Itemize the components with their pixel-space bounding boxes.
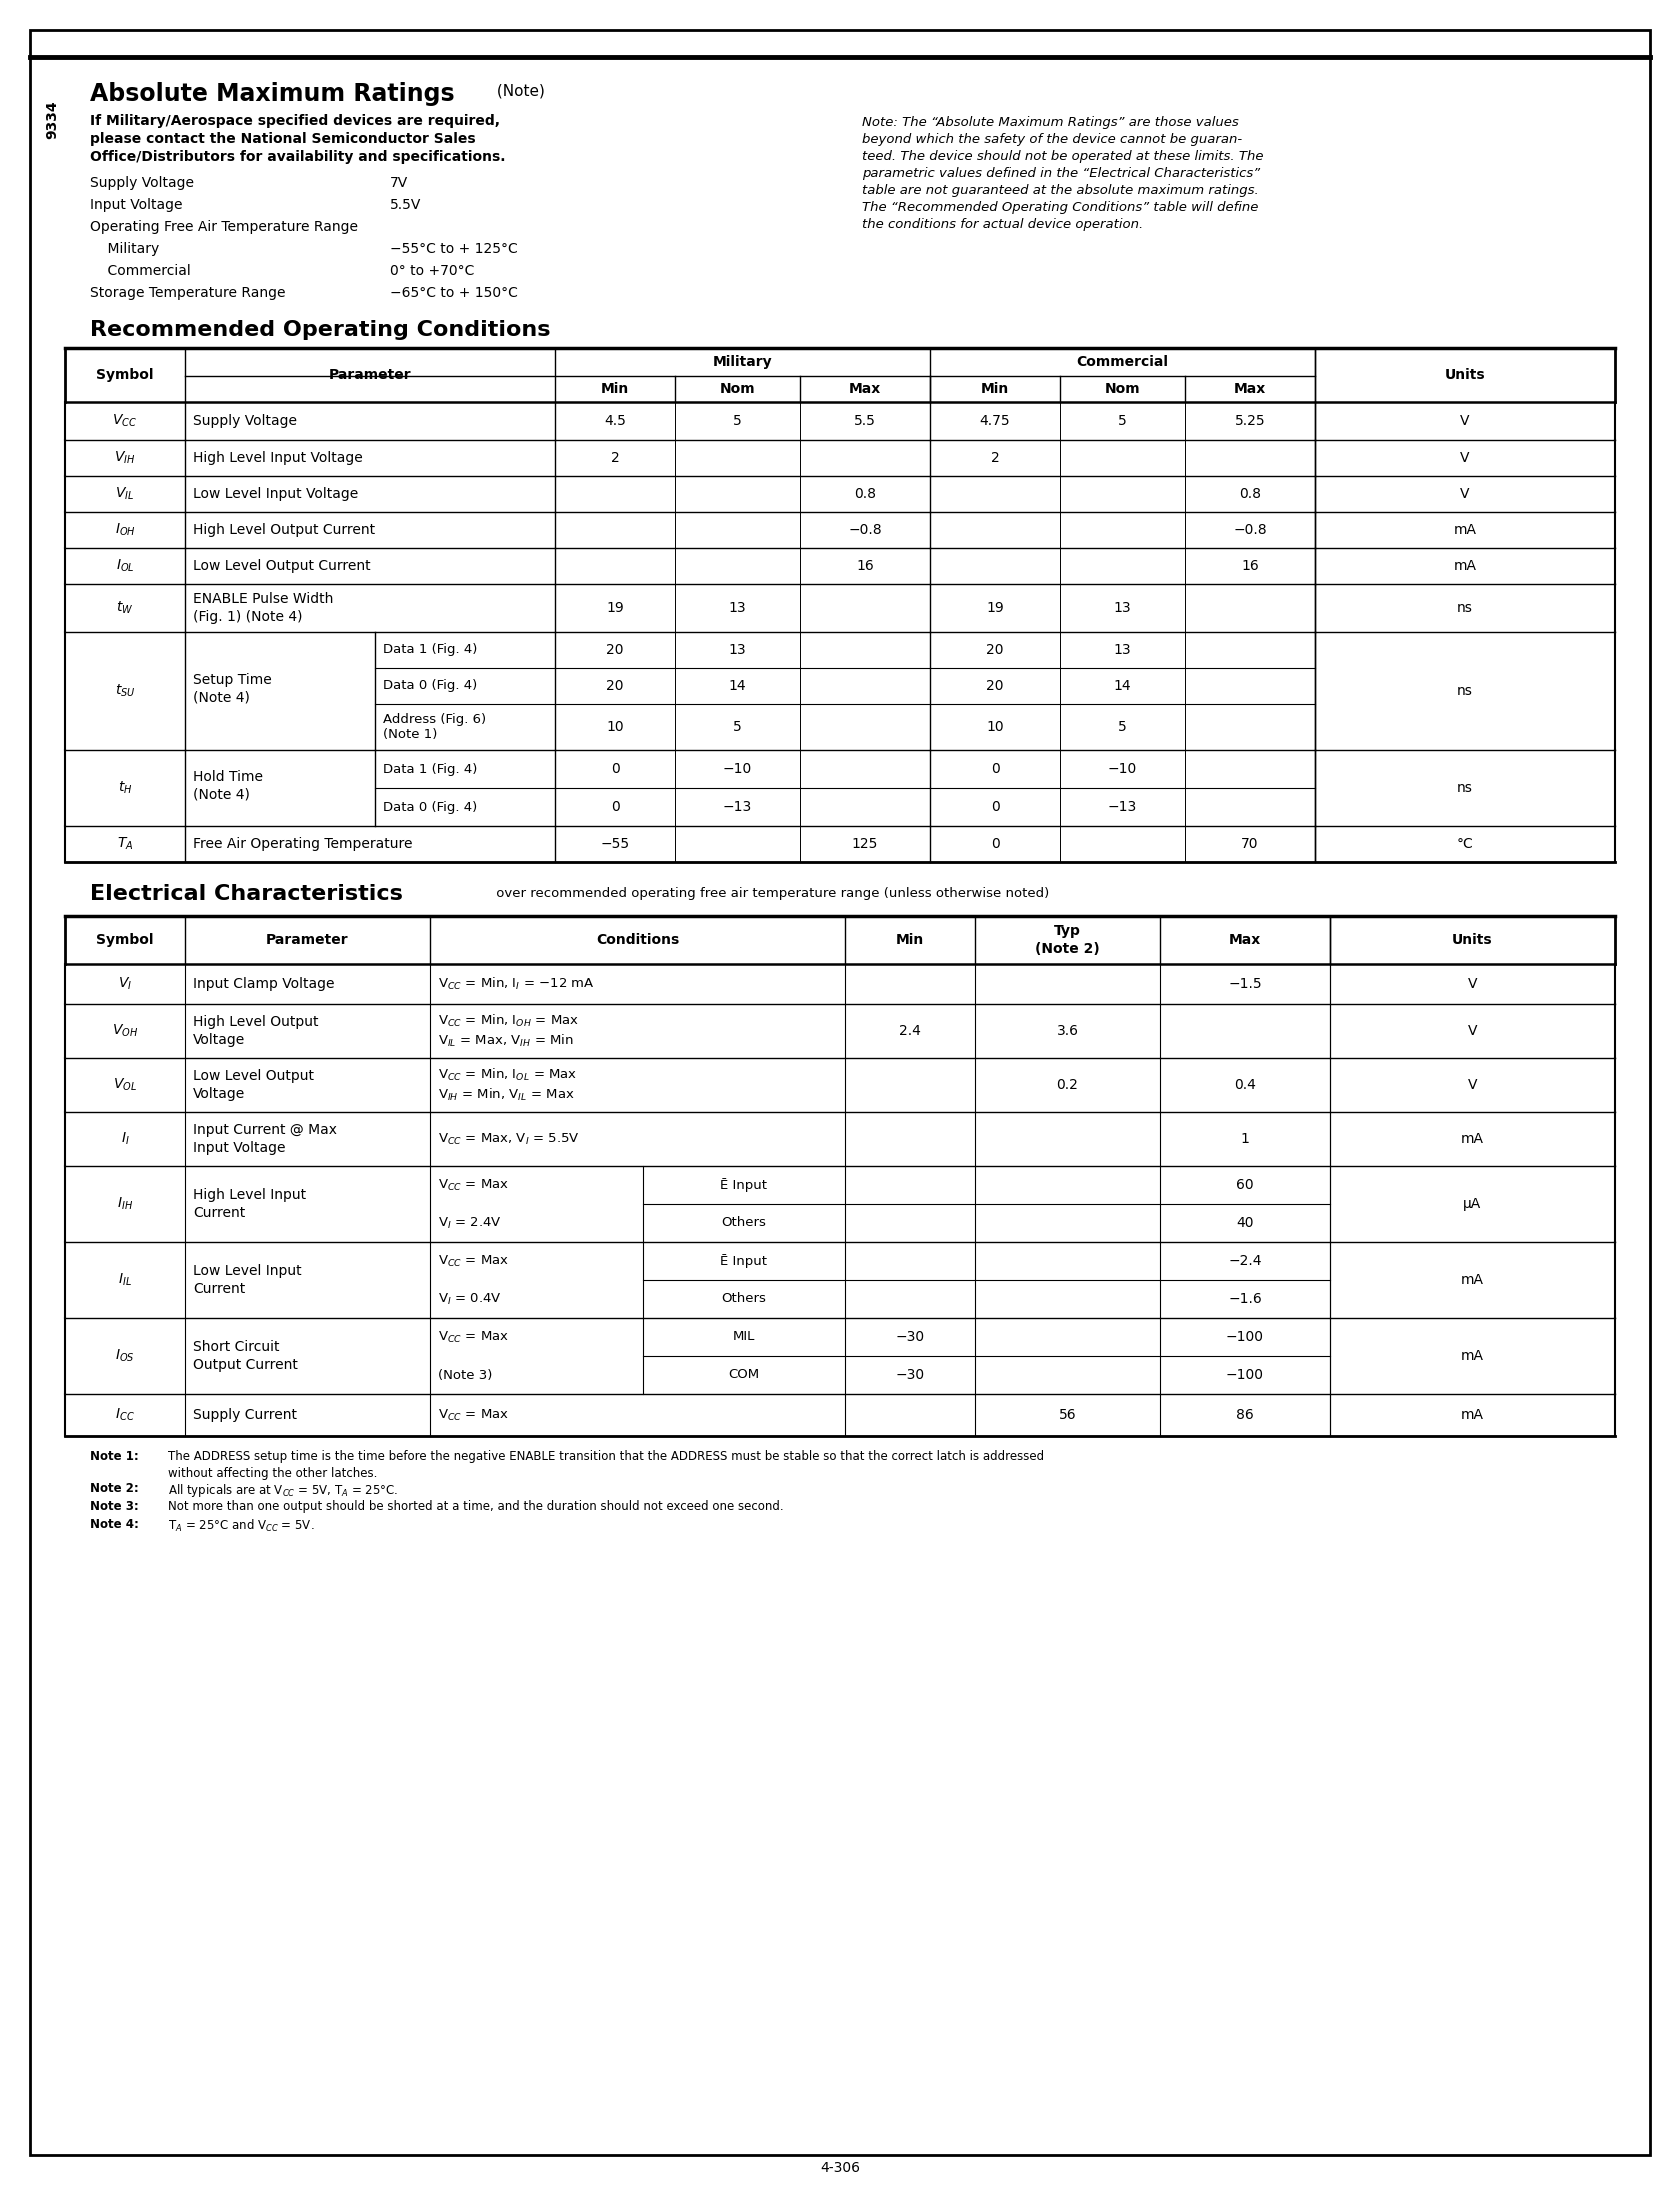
Text: ns: ns (1457, 684, 1473, 697)
Text: Note 4:: Note 4: (91, 1518, 139, 1531)
Text: 5: 5 (732, 719, 743, 735)
Text: V$_{CC}$ = Max: V$_{CC}$ = Max (438, 1408, 509, 1423)
Text: −2.4: −2.4 (1228, 1254, 1262, 1267)
Text: 13: 13 (1114, 642, 1131, 658)
Text: 2: 2 (610, 451, 620, 464)
Text: 7V: 7V (390, 176, 408, 189)
Text: I$_{IL}$: I$_{IL}$ (118, 1272, 133, 1289)
Text: Others: Others (722, 1217, 766, 1230)
Text: Setup Time
(Note 4): Setup Time (Note 4) (193, 673, 272, 704)
Text: 19: 19 (986, 601, 1005, 616)
Text: 5: 5 (732, 414, 743, 429)
Text: V: V (1460, 486, 1470, 502)
Text: 4.5: 4.5 (605, 414, 627, 429)
Text: The ADDRESS setup time is the time before the negative ENABLE transition that th: The ADDRESS setup time is the time befor… (168, 1450, 1045, 1478)
Text: −30: −30 (895, 1368, 924, 1382)
Text: I$_{OS}$: I$_{OS}$ (116, 1349, 134, 1364)
Text: T$_A$ = 25°C and V$_{CC}$ = 5V.: T$_A$ = 25°C and V$_{CC}$ = 5V. (168, 1518, 314, 1533)
Text: Input Current @ Max
Input Voltage: Input Current @ Max Input Voltage (193, 1124, 338, 1155)
Text: Military: Military (91, 242, 160, 255)
Text: I$_{OH}$: I$_{OH}$ (114, 521, 136, 539)
Text: V: V (1468, 1023, 1477, 1038)
Text: 16: 16 (1242, 559, 1258, 572)
Text: 5: 5 (1119, 719, 1127, 735)
Text: 10: 10 (986, 719, 1005, 735)
Text: V: V (1468, 1078, 1477, 1091)
Text: Recommended Operating Conditions: Recommended Operating Conditions (91, 319, 551, 341)
Text: Parameter: Parameter (265, 933, 349, 946)
Text: 0: 0 (991, 801, 1000, 814)
Text: V$_{IH}$: V$_{IH}$ (114, 449, 136, 466)
Text: t$_W$: t$_W$ (116, 601, 134, 616)
Text: V$_I$ = 0.4V: V$_I$ = 0.4V (438, 1291, 502, 1307)
Text: V: V (1460, 414, 1470, 429)
Text: Symbol: Symbol (96, 367, 155, 383)
Text: 5.5: 5.5 (853, 414, 875, 429)
Text: ns: ns (1457, 601, 1473, 616)
Text: Address (Fig. 6)
(Note 1): Address (Fig. 6) (Note 1) (383, 713, 486, 741)
Text: The “Recommended Operating Conditions” table will define: The “Recommended Operating Conditions” t… (862, 200, 1258, 213)
Text: 4.75: 4.75 (979, 414, 1010, 429)
Text: V$_{CC}$ = Max: V$_{CC}$ = Max (438, 1177, 509, 1192)
Text: mA: mA (1462, 1408, 1483, 1421)
Text: t$_H$: t$_H$ (118, 779, 133, 796)
Text: High Level Input Voltage: High Level Input Voltage (193, 451, 363, 464)
Text: V$_{CC}$ = Max: V$_{CC}$ = Max (438, 1329, 509, 1344)
Text: −100: −100 (1226, 1331, 1263, 1344)
Text: Typ
(Note 2): Typ (Note 2) (1035, 924, 1100, 955)
Text: −10: −10 (1107, 761, 1137, 777)
Text: Ē Input: Ē Input (721, 1177, 768, 1192)
Text: V$_{OL}$: V$_{OL}$ (113, 1076, 138, 1093)
Text: 19: 19 (606, 601, 623, 616)
Text: Max: Max (1228, 933, 1262, 946)
Text: Nom: Nom (1105, 383, 1141, 396)
Text: parametric values defined in the “Electrical Characteristics”: parametric values defined in the “Electr… (862, 167, 1260, 180)
Text: Input Voltage: Input Voltage (91, 198, 183, 211)
Text: −10: −10 (722, 761, 753, 777)
Text: I$_{IH}$: I$_{IH}$ (118, 1197, 133, 1212)
Text: −65°C to + 150°C: −65°C to + 150°C (390, 286, 517, 299)
Text: Symbol: Symbol (96, 933, 155, 946)
Text: V$_{CC}$ = Min, I$_{OL}$ = Max
V$_{IH}$ = Min, V$_{IL}$ = Max: V$_{CC}$ = Min, I$_{OL}$ = Max V$_{IH}$ … (438, 1067, 578, 1102)
Text: −0.8: −0.8 (1233, 524, 1267, 537)
Text: 0.2: 0.2 (1057, 1078, 1079, 1091)
Text: 14: 14 (1114, 680, 1131, 693)
Text: Data 1 (Fig. 4): Data 1 (Fig. 4) (383, 642, 477, 656)
Text: Military: Military (712, 354, 773, 370)
Text: V$_I$: V$_I$ (118, 977, 133, 992)
Text: V$_{CC}$: V$_{CC}$ (113, 414, 138, 429)
Text: Parameter: Parameter (329, 367, 412, 383)
Text: Not more than one output should be shorted at a time, and the duration should no: Not more than one output should be short… (168, 1500, 783, 1514)
Text: 70: 70 (1242, 836, 1258, 851)
Text: −0.8: −0.8 (848, 524, 882, 537)
Text: I$_{CC}$: I$_{CC}$ (116, 1406, 134, 1423)
Text: 9334: 9334 (45, 101, 59, 139)
Text: COM: COM (729, 1368, 759, 1382)
Text: 56: 56 (1058, 1408, 1077, 1421)
Text: 13: 13 (729, 601, 746, 616)
Text: teed. The device should not be operated at these limits. The: teed. The device should not be operated … (862, 150, 1263, 163)
Text: Min: Min (895, 933, 924, 946)
Text: Note: The “Absolute Maximum Ratings” are those values: Note: The “Absolute Maximum Ratings” are… (862, 117, 1238, 130)
Text: 0° to +70°C: 0° to +70°C (390, 264, 474, 277)
Text: Free Air Operating Temperature: Free Air Operating Temperature (193, 836, 413, 851)
Text: −30: −30 (895, 1331, 924, 1344)
Text: −13: −13 (1107, 801, 1137, 814)
Text: Min: Min (981, 383, 1010, 396)
Text: Commercial: Commercial (91, 264, 192, 277)
Text: I$_{OL}$: I$_{OL}$ (116, 559, 134, 574)
Text: Note 2:: Note 2: (91, 1483, 139, 1496)
Text: 20: 20 (986, 680, 1003, 693)
Text: 125: 125 (852, 836, 879, 851)
Text: 0: 0 (610, 801, 620, 814)
Text: T$_A$: T$_A$ (116, 836, 133, 851)
Text: Office/Distributors for availability and specifications.: Office/Distributors for availability and… (91, 150, 506, 165)
Text: mA: mA (1462, 1274, 1483, 1287)
Text: Absolute Maximum Ratings: Absolute Maximum Ratings (91, 81, 455, 106)
Text: 10: 10 (606, 719, 623, 735)
Text: −100: −100 (1226, 1368, 1263, 1382)
Text: Low Level Output
Voltage: Low Level Output Voltage (193, 1069, 314, 1100)
Text: μA: μA (1463, 1197, 1482, 1210)
Text: High Level Input
Current: High Level Input Current (193, 1188, 306, 1219)
Text: table are not guaranteed at the absolute maximum ratings.: table are not guaranteed at the absolute… (862, 185, 1258, 198)
